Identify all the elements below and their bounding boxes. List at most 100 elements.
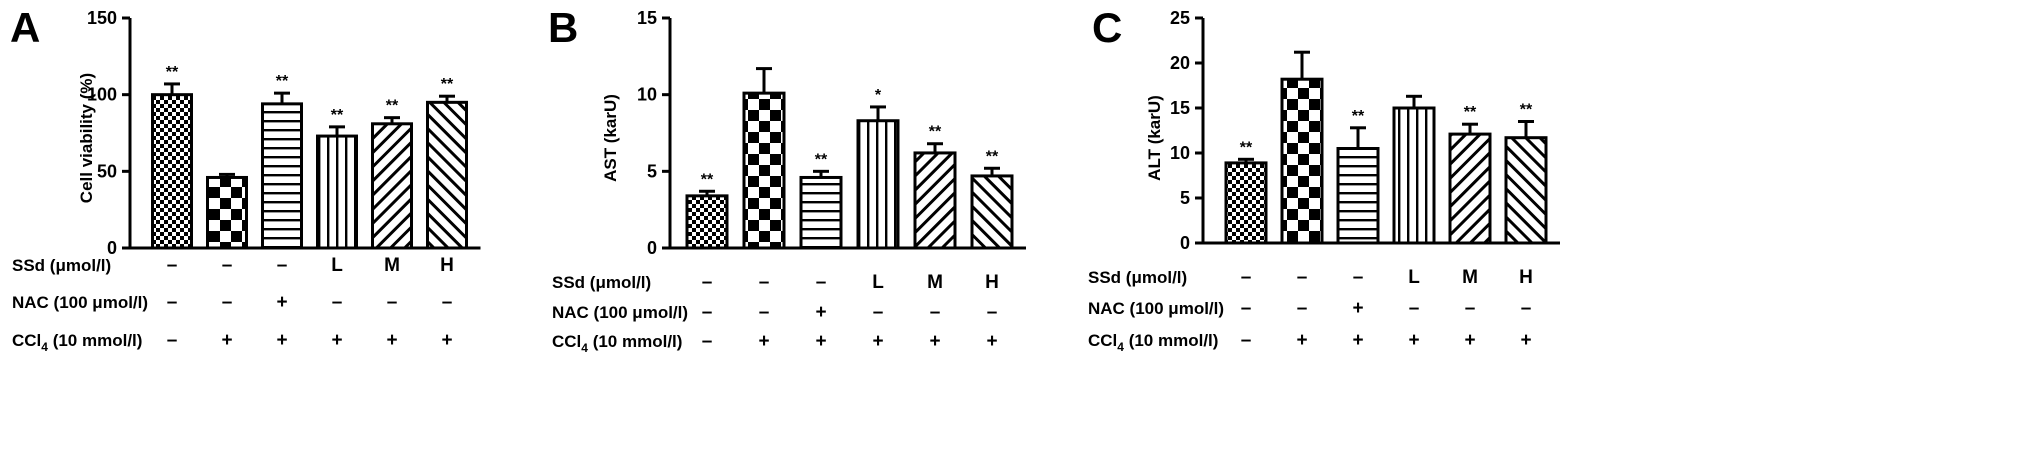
panel-b-row-value: – [930,302,941,323]
panel-a-row-value: – [387,292,398,313]
panel-a: A Cell viability (%) 0 50 100 150 ** ** ** ** **… [10,4,481,354]
panel-a-significance-label: ** [331,107,344,124]
panel-b-row-value: – [759,272,770,293]
panel-b-row-label: CCl4 (10 mmol/l) [552,332,682,355]
panel-b-row-label: NAC (100 μmol/l) [552,303,688,322]
panel-b-significance-label: ** [986,148,999,165]
panel-a-significance-label: ** [166,64,179,81]
panel-c-bar [1336,147,1380,245]
panel-c-y-tick-label: 25 [1170,8,1190,28]
panel-b-row-value: + [872,331,883,352]
panel-a-row-value: + [221,330,232,351]
panel-c-row-value: L [1408,267,1420,288]
panel-c-bar [1224,161,1268,245]
panel-a-row-value: – [277,255,288,276]
panel-a-row-value: – [222,255,233,276]
panel-a-row-value: + [276,330,287,351]
panel-b-row-value: – [759,302,770,323]
panel-a-row-value: + [331,330,342,351]
panel-b-significance-label: * [875,87,882,104]
panel-label-c: C [1092,4,1122,51]
panel-b-significance-label: ** [815,151,828,168]
panel-b-row-value: – [873,302,884,323]
panel-c-significance-label: ** [1352,108,1365,125]
panel-a-row-value: + [386,330,397,351]
panel-b-bar [856,119,900,250]
panel-b-row-value: + [758,331,769,352]
panel-b-row-value: + [929,331,940,352]
panel-a-y-tick-label: 50 [97,161,117,181]
panel-b-significance-label: ** [929,124,942,141]
panel-b-row-value: – [702,302,713,323]
panel-c-row-value: – [1241,330,1252,351]
panel-c-y-tick-label: 10 [1170,143,1190,163]
panel-b-row-value: + [986,331,997,352]
panel-c-significance-label: ** [1240,139,1253,156]
panel-c-row-value: – [1465,298,1476,319]
panel-b-bar [970,174,1014,250]
panel-a-row-value: + [276,292,287,313]
panel-a-y-tick-label: 150 [87,8,117,28]
panel-a-bar [371,122,413,250]
panel-b-row-value: – [702,331,713,352]
panel-a-significance-label: ** [441,76,454,93]
panel-c-row-label: NAC (100 μmol/l) [1088,299,1224,318]
panel-c-bar [1448,132,1492,245]
panel-a-row-value: L [331,255,343,276]
panel-a-significance-label: ** [276,73,289,90]
panel-b-y-tick-label: 0 [647,238,657,258]
panel-c-row-value: + [1352,330,1363,351]
panel-c-row-value: + [1296,330,1307,351]
panel-b-bar [742,91,786,250]
panel-a-bar [261,102,303,250]
panel-c-y-tick-label: 15 [1170,98,1190,118]
panel-c: C ALT (karU) 0 5 10 15 20 25 ** ** ** ** SSd (μmo… [1088,4,1560,354]
panel-a-row-value: M [384,255,400,276]
panel-a-row-value: – [442,292,453,313]
panel-label-a: A [10,4,40,51]
panel-c-row-value: – [1521,298,1532,319]
panel-c-row-value: + [1408,330,1419,351]
panel-a-row-value: – [167,330,178,351]
panel-a-y-tick-label: 100 [87,85,117,105]
panel-c-significance-label: ** [1464,104,1477,121]
panel-c-row-label: CCl4 (10 mmol/l) [1088,331,1218,354]
panel-a-significance-label: ** [386,98,399,115]
panel-b-row-value: – [816,272,827,293]
panel-a-bar [206,175,248,250]
panel-c-y-axis-label: ALT (karU) [1145,95,1164,181]
panel-c-bar [1280,77,1324,245]
panel-c-row-value: – [1297,298,1308,319]
panel-a-row-value: H [440,255,454,276]
panel-label-b: B [548,4,578,51]
panel-b-y-tick-label: 10 [637,85,657,105]
panel-c-y-tick-label: 0 [1180,233,1190,253]
panel-b-significance-label: ** [701,171,714,188]
panel-c-plot: 0 5 10 15 20 25 ** ** ** ** [1170,8,1560,253]
panel-c-row-label: SSd (μmol/l) [1088,268,1187,287]
panel-c-row-value: + [1520,330,1531,351]
panel-c-y-tick-label: 20 [1170,53,1190,73]
panel-b-bar [799,175,843,250]
panel-c-row-value: – [1241,298,1252,319]
panel-a-row-label: SSd (μmol/l) [12,256,111,275]
panel-c-row-value: + [1464,330,1475,351]
panel-b-bar [913,151,957,250]
panel-b-row-value: – [987,302,998,323]
panel-b-row-value: L [872,272,884,293]
panel-b-y-tick-label: 5 [647,161,657,181]
panel-b-y-tick-label: 15 [637,8,657,28]
panel-b-row-value: + [815,302,826,323]
panel-a-plot: 0 50 100 150 ** ** ** ** ** [87,8,481,258]
panel-a-y-tick-label: 0 [107,238,117,258]
panel-c-significance-label: ** [1520,102,1533,119]
panel-b-y-axis-label: AST (karU) [601,94,620,182]
panel-c-bar [1392,106,1436,245]
panel-c-row-value: – [1409,298,1420,319]
